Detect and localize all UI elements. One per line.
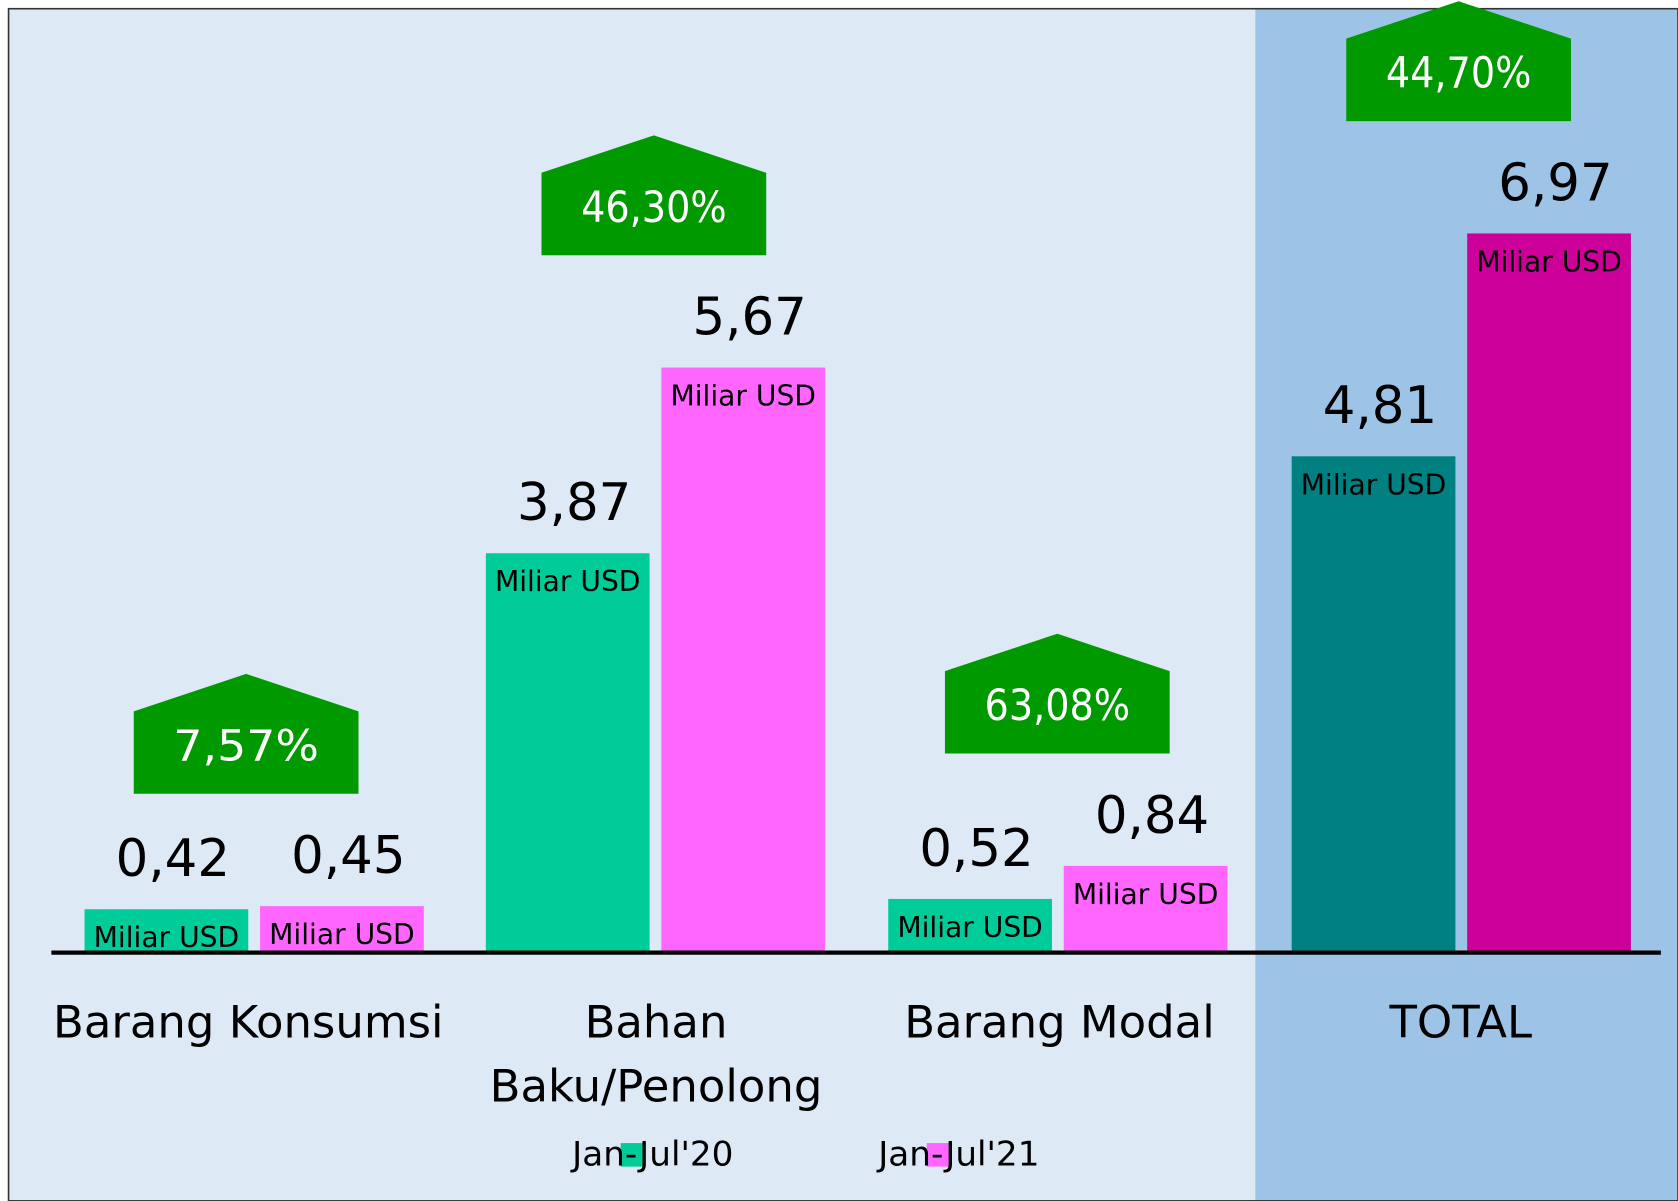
unit-label: Miliar USD <box>1073 877 1219 911</box>
value-label: 0,45 <box>291 826 405 886</box>
value-label: 6,97 <box>1498 153 1612 213</box>
unit-label: Miliar USD <box>94 920 240 954</box>
value-label: 0,42 <box>116 829 230 889</box>
growth-label: 44,70% <box>1386 49 1532 99</box>
value-label: 4,81 <box>1323 376 1437 436</box>
growth-label: 63,08% <box>985 681 1131 731</box>
bar <box>260 906 424 953</box>
legend-label: Jan-Jul'20 <box>570 1134 733 1174</box>
legend-swatch <box>926 1143 951 1167</box>
value-label: 0,52 <box>919 819 1033 879</box>
unit-label: Miliar USD <box>1476 244 1622 278</box>
unit-label: Miliar USD <box>269 917 415 951</box>
value-label: 5,67 <box>692 287 806 347</box>
bar <box>1467 233 1631 953</box>
category-label: Bahan <box>585 995 728 1048</box>
unit-label: Miliar USD <box>495 564 641 598</box>
growth-badge <box>944 633 1170 754</box>
growth-badge <box>133 673 359 794</box>
unit-label: Miliar USD <box>1301 467 1447 501</box>
legend-swatch <box>620 1143 645 1167</box>
category-label: TOTAL <box>1388 995 1532 1048</box>
growth-label: 7,57% <box>173 721 319 771</box>
unit-label: Miliar USD <box>897 910 1043 944</box>
unit-label: Miliar USD <box>670 379 816 413</box>
growth-label: 46,30% <box>581 183 727 233</box>
bar <box>1063 865 1228 953</box>
bar <box>1291 456 1456 953</box>
bar <box>84 909 249 953</box>
legend-label: Jan-Jul'21 <box>876 1134 1039 1174</box>
category-label: Barang Modal <box>904 995 1214 1048</box>
value-label: 3,87 <box>517 473 631 533</box>
growth-badge <box>1346 1 1571 122</box>
category-label: Baku/Penolong <box>490 1060 823 1113</box>
growth-badge <box>541 135 767 256</box>
bar <box>888 898 1052 953</box>
bar <box>485 553 650 953</box>
bar <box>661 367 826 953</box>
category-label: Barang Konsumsi <box>53 995 443 1048</box>
value-label: 0,84 <box>1095 786 1209 846</box>
